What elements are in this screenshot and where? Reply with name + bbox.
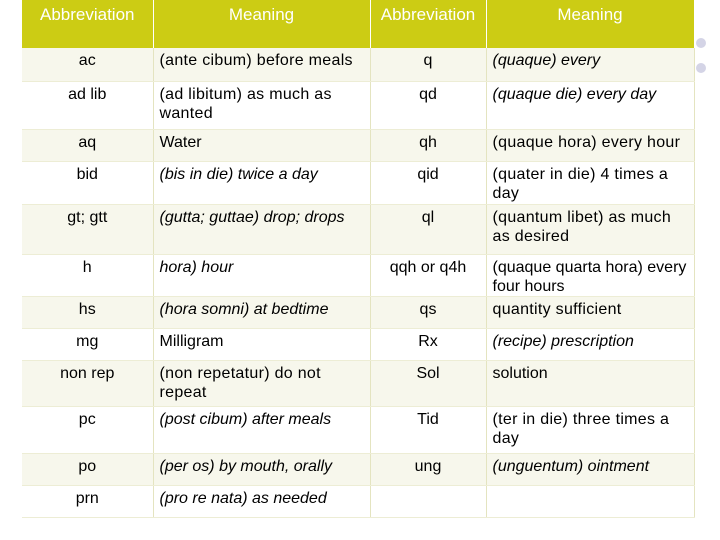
abbreviation-cell: prn (22, 485, 154, 518)
abbreviation-cell: mg (22, 328, 154, 361)
meaning-cell: (quaque quarta hora) every four hours (486, 254, 695, 297)
abbreviation-cell: ql (370, 204, 487, 255)
meaning-cell: Water (153, 129, 371, 162)
table-row: gt; gtt (gutta; guttae) drop; drops ql (qua… (22, 204, 695, 255)
abbreviation-cell: po (22, 453, 154, 486)
meaning-cell: (bis in die) twice a day (153, 161, 371, 205)
meaning-cell: (hora somni) at bedtime (153, 296, 371, 329)
abbreviation-cell: pc (22, 406, 154, 454)
meaning-cell: (gutta; guttae) drop; drops (153, 204, 371, 255)
abbreviation-cell (370, 485, 487, 518)
abbreviation-cell: ad lib (22, 81, 154, 130)
table-row: bid (bis in die) twice a day qid (quater in… (22, 161, 695, 205)
meaning-cell: Milligram (153, 328, 371, 361)
abbreviation-cell: Tid (370, 406, 487, 454)
meaning-cell (486, 485, 695, 518)
meaning-cell: (quaque die) every day (486, 81, 695, 130)
table-header: Abbreviation Meaning Abbreviation Meanin… (22, 0, 695, 48)
table-row: hs (hora somni) at bedtime qs quantity suff… (22, 296, 695, 329)
table-row: po (per os) by mouth, orally ung (unguentum… (22, 453, 695, 486)
meaning-cell: (ter in die) three times a day (486, 406, 695, 454)
meaning-cell: (ad libitum) as much as wanted (153, 81, 371, 130)
meaning-cell: (ante cibum) before meals (153, 48, 371, 82)
abbreviation-cell: Rx (370, 328, 487, 361)
header-row: Abbreviation Meaning Abbreviation Meanin… (22, 0, 695, 48)
meaning-cell: (non repetatur) do not repeat (153, 360, 371, 407)
abbreviation-cell: Sol (370, 360, 487, 407)
meaning-cell: (quaque) every (486, 48, 695, 82)
meaning-cell: (recipe) prescription (486, 328, 695, 361)
abbreviation-cell: non rep (22, 360, 154, 407)
abbreviation-cell: ac (22, 48, 154, 82)
abbreviation-cell: bid (22, 161, 154, 205)
abbreviation-cell: hs (22, 296, 154, 329)
table-row: non rep (non repetatur) do not repeat Sol s… (22, 360, 695, 407)
header-abbreviation-1: Abbreviation (22, 0, 154, 48)
header-meaning-1: Meaning (153, 0, 371, 48)
abbreviation-cell: aq (22, 129, 154, 162)
table-row: ad lib (ad libitum) as much as wanted qd (q… (22, 81, 695, 130)
decorative-dot (696, 38, 706, 48)
decorative-dot (696, 63, 706, 73)
table-row: prn (pro re nata) as needed (22, 485, 695, 518)
meaning-cell: (quater in die) 4 times a day (486, 161, 695, 205)
table-body: ac (ante cibum) before meals q (quaque) eve… (22, 48, 695, 518)
abbreviation-cell: qd (370, 81, 487, 130)
abbreviation-cell: qid (370, 161, 487, 205)
meaning-cell: (per os) by mouth, orally (153, 453, 371, 486)
header-meaning-2: Meaning (486, 0, 695, 48)
abbreviation-cell: qh (370, 129, 487, 162)
meaning-cell: (quantum libet) as much as desired (486, 204, 695, 255)
abbreviation-cell: qs (370, 296, 487, 329)
table-row: h hora) hour qqh or q4h (quaque quarta hora… (22, 254, 695, 297)
meaning-cell: solution (486, 360, 695, 407)
table-row: aq Water qh (quaque hora) every hour (22, 129, 695, 162)
table-row: ac (ante cibum) before meals q (quaque) eve… (22, 48, 695, 82)
meaning-cell: (unguentum) ointment (486, 453, 695, 486)
abbreviation-cell: ung (370, 453, 487, 486)
meaning-cell: quantity sufficient (486, 296, 695, 329)
abbreviation-cell: h (22, 254, 154, 297)
table-row: mg Milligram Rx (recipe) prescription (22, 328, 695, 361)
abbreviation-cell: gt; gtt (22, 204, 154, 255)
table-row: pc (post cibum) after meals Tid (ter in die… (22, 406, 695, 454)
meaning-cell: (pro re nata) as needed (153, 485, 371, 518)
header-abbreviation-2: Abbreviation (370, 0, 487, 48)
meaning-cell: (post cibum) after meals (153, 406, 371, 454)
meaning-cell: (quaque hora) every hour (486, 129, 695, 162)
abbreviation-cell: q (370, 48, 487, 82)
abbreviations-table: Abbreviation Meaning Abbreviation Meanin… (22, 0, 695, 518)
abbreviation-cell: qqh or q4h (370, 254, 487, 297)
meaning-cell: hora) hour (153, 254, 371, 297)
